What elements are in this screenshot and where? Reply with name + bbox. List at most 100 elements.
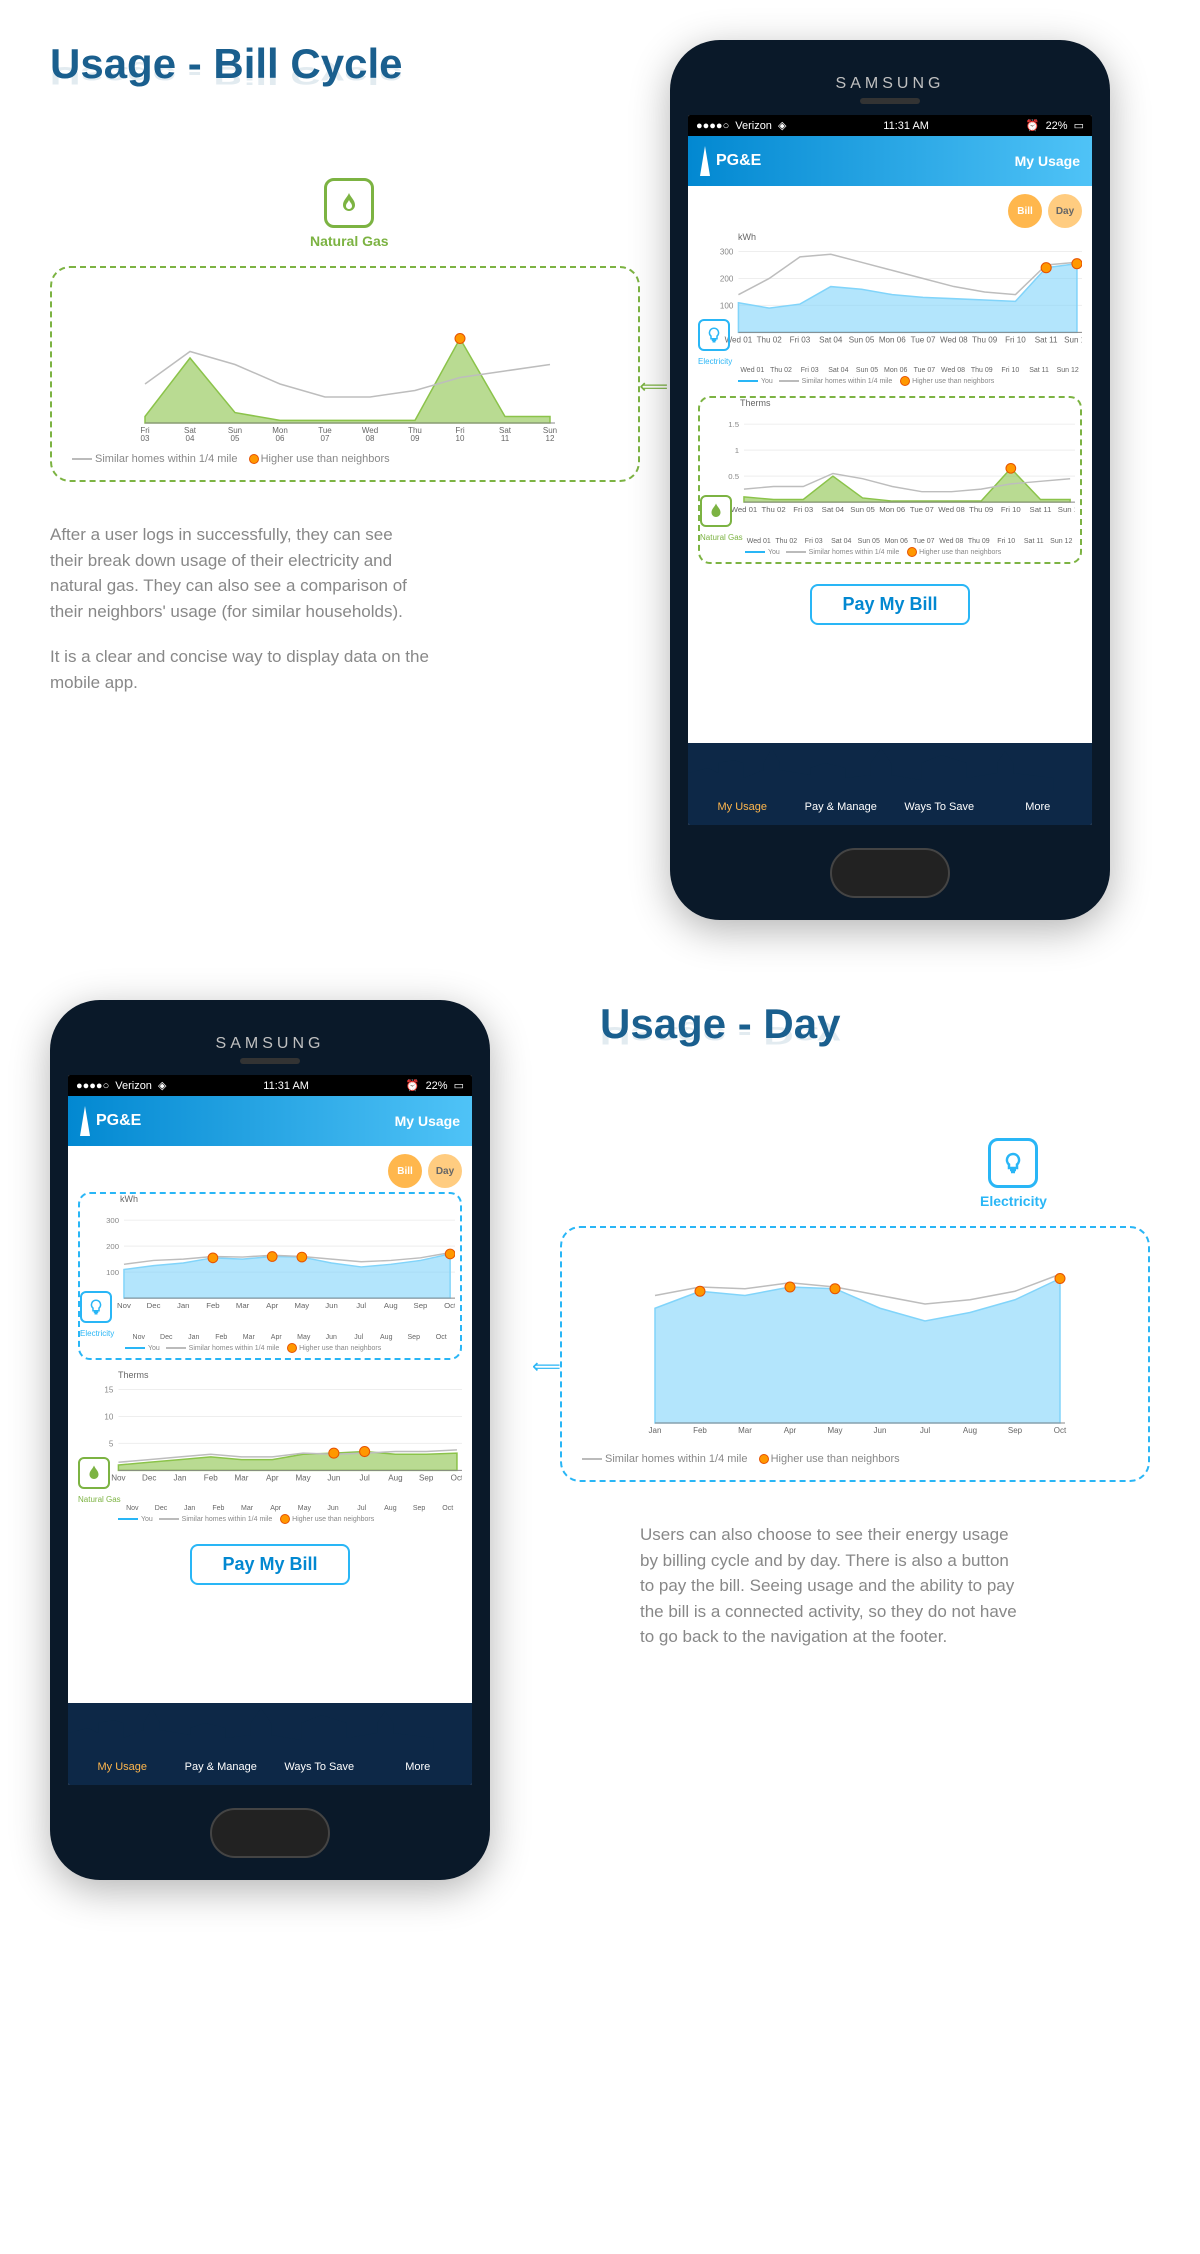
svg-text:Tue 07: Tue 07 [911,335,936,344]
svg-text:Wed 01: Wed 01 [731,505,758,514]
svg-text:Dec: Dec [142,1473,156,1482]
phone-home-button[interactable] [830,848,950,898]
svg-text:Jun: Jun [874,1426,887,1435]
battery-icon: ▭ [454,1079,464,1092]
svg-text:Jan: Jan [649,1426,662,1435]
header-title: My Usage [1015,153,1080,169]
svg-text:Fri 10: Fri 10 [1001,505,1022,514]
svg-text:Sat 04: Sat 04 [819,335,843,344]
svg-text:Aug: Aug [388,1473,402,1482]
svg-text:300: 300 [106,1216,120,1225]
svg-text:Apr: Apr [784,1426,797,1435]
phone-home-button[interactable] [210,1808,330,1858]
nav-ways-save[interactable]: Ways To Save [890,801,989,813]
svg-text:06: 06 [276,434,285,443]
svg-text:10: 10 [104,1413,113,1422]
svg-text:200: 200 [106,1242,120,1251]
phone-screen-1: ●●●●○Verizon◈ 11:31 AM ⏰22%▭ PG&E My Usa… [688,115,1092,825]
nav-ways-save[interactable]: Ways To Save [270,1761,369,1773]
elec-xlabels: Wed 01Thu 02Fri 03Sat 04Sun 05Mon 06Tue … [698,367,1082,374]
pge-logo: PG&E [80,1106,141,1136]
elec-xlabels: NovDecJanFebMarAprMayJunJulAugSepOct [85,1334,455,1341]
svg-text:May: May [295,1301,310,1310]
svg-text:12: 12 [546,434,555,443]
nav-more[interactable]: More [989,801,1088,813]
svg-text:05: 05 [231,434,240,443]
elec-callout-chart-svg: JanFebMarAprMayJunJulAugSepOct [582,1243,1128,1443]
svg-text:Feb: Feb [693,1426,707,1435]
svg-text:Jul: Jul [359,1473,370,1482]
chart-legend: You Similar homes within 1/4 mile Higher… [85,1343,455,1353]
section-day: Usage - Day Usage - Day Electricity JanF… [50,1000,1150,1880]
arrow-connector-icon: ⟸ [532,1354,561,1379]
phone-brand: SAMSUNG [50,1035,490,1053]
svg-text:Mar: Mar [738,1426,752,1435]
status-time: 11:31 AM [263,1080,309,1092]
svg-text:0.5: 0.5 [728,472,739,481]
nav-my-usage[interactable]: My Usage [73,1761,172,1773]
callout-label-elec: Electricity [980,1138,1047,1209]
description-1: After a user logs in successfully, they … [50,522,430,695]
electricity-chart-block: kWh 100200300NovDecJanFebMarAprMayJunJul… [78,1192,462,1360]
svg-text:Thu 09: Thu 09 [969,505,993,514]
pay-bill-button[interactable]: Pay My Bill [810,584,969,625]
heading-1-reflect: Usage - Bill Cycle [50,61,640,90]
phone-mockup-1: SAMSUNG ●●●●○Verizon◈ 11:31 AM ⏰22%▭ PG&… [670,40,1110,920]
svg-text:1.5: 1.5 [728,420,739,429]
svg-text:Oct: Oct [444,1301,455,1310]
svg-text:09: 09 [411,434,420,443]
gas-chart-block: Therms 0.511.5Wed 01Thu 02Fri 03Sat 04Su… [698,396,1082,564]
chart-legend: You Similar homes within 1/4 mile Higher… [78,1514,462,1524]
wifi-icon: ◈ [158,1079,166,1092]
toggle-bill-button[interactable]: Bill [388,1154,422,1188]
svg-text:Sun 12: Sun 12 [1064,335,1082,344]
nav-my-usage[interactable]: My Usage [693,801,792,813]
svg-text:04: 04 [186,434,195,443]
chart-legend: You Similar homes within 1/4 mile Higher… [698,376,1082,386]
electricity-chart-block: kWh 100200300Wed 01Thu 02Fri 03Sat 04Sun… [698,232,1082,386]
toggle-day-button[interactable]: Day [428,1154,462,1188]
bottom-nav: My Usage Pay & Manage Ways To Save More [688,793,1092,825]
svg-text:Thu 09: Thu 09 [972,335,998,344]
alarm-icon: ⏰ [406,1079,420,1092]
nav-pay-manage[interactable]: Pay & Manage [792,801,891,813]
app-header: PG&E My Usage [68,1096,472,1146]
svg-text:Sep: Sep [1008,1426,1023,1435]
svg-text:1: 1 [735,446,739,455]
svg-text:Dec: Dec [147,1301,161,1310]
toggle-day-button[interactable]: Day [1048,194,1082,228]
header-title: My Usage [395,1113,460,1129]
callout-elec-text: Electricity [980,1193,1047,1209]
callout-gas-legend: Similar homes within 1/4 mile Higher use… [72,453,618,465]
svg-text:Thu 02: Thu 02 [762,505,786,514]
callout-chart-gas: Fri03Sat04Sun05Mon06Tue07Wed08Thu09Fri10… [50,266,640,482]
phone-screen-2: ●●●●○Verizon◈ 11:31 AM ⏰22%▭ PG&E My Usa… [68,1075,472,1785]
battery-icon: ▭ [1074,119,1084,132]
phone-brand: SAMSUNG [670,75,1110,93]
svg-text:Apr: Apr [266,1301,278,1310]
phone-speaker [860,98,920,104]
gas-callout-chart-svg: Fri03Sat04Sun05Mon06Tue07Wed08Thu09Fri10… [72,283,618,443]
svg-text:Oct: Oct [451,1473,462,1482]
status-time: 11:31 AM [883,120,929,132]
description-2: Users can also choose to see their energ… [640,1522,1020,1650]
svg-text:Jul: Jul [356,1301,366,1310]
svg-text:Sun 05: Sun 05 [850,505,875,514]
bulb-icon [80,1291,112,1323]
nav-more[interactable]: More [369,1761,468,1773]
svg-text:100: 100 [720,301,734,310]
callout-elec-legend: Similar homes within 1/4 mile Higher use… [582,1453,1128,1465]
svg-text:May: May [827,1426,842,1435]
toggle-bill-button[interactable]: Bill [1008,194,1042,228]
svg-text:11: 11 [501,434,510,443]
svg-text:Aug: Aug [384,1301,398,1310]
nav-pay-manage[interactable]: Pay & Manage [172,1761,271,1773]
svg-text:07: 07 [321,434,330,443]
pay-bill-button[interactable]: Pay My Bill [190,1544,349,1585]
svg-text:100: 100 [106,1268,120,1277]
svg-text:Thu 02: Thu 02 [757,335,783,344]
alarm-icon: ⏰ [1026,119,1040,132]
gas-chart-svg: 51015NovDecJanFebMarAprMayJunJulAugSepOc… [78,1370,462,1500]
electricity-chart-svg: 100200300NovDecJanFebMarAprMayJunJulAugS… [85,1199,455,1329]
svg-text:Jun: Jun [327,1473,340,1482]
